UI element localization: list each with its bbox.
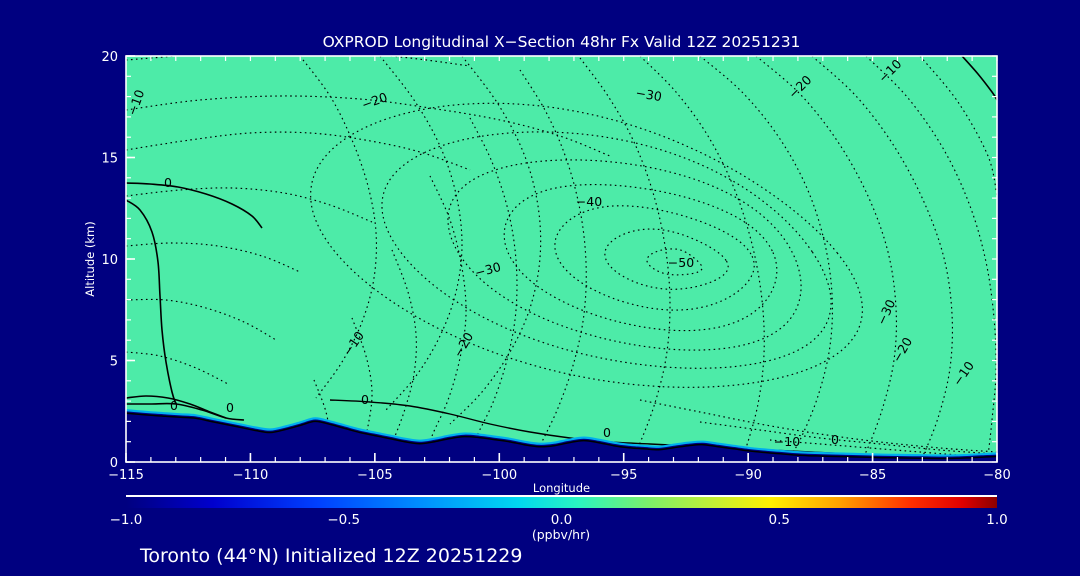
colorbar-tick-label: −1.0: [110, 512, 143, 528]
contour-label: −50: [668, 255, 694, 270]
terrain-silhouette: [125, 409, 998, 462]
contour-label: 0: [170, 398, 178, 413]
contour-line-dotted: [126, 298, 277, 341]
colorbar-gradient-bar: [126, 497, 997, 508]
contour-line-dotted: [379, 56, 463, 411]
y-tick-label: 20: [101, 50, 118, 65]
y-tick-label: 5: [110, 355, 118, 370]
terrain-outline: [125, 409, 998, 457]
contour-line-dotted: [126, 131, 471, 171]
colorbar-tick-label: 0.5: [769, 512, 790, 528]
terrain-fill: [126, 410, 997, 462]
y-axis: 0 5 10 15 20: [101, 50, 997, 471]
contour-label: −30: [473, 259, 502, 280]
x-tick-label: −105: [357, 468, 393, 483]
contour-label: 0: [831, 432, 839, 447]
x-tick-label: −110: [233, 468, 269, 483]
contour-line-dotted: [755, 56, 898, 462]
contour-line-dotted: [919, 56, 997, 197]
x-tick-label: −115: [108, 468, 144, 483]
chart-title: OXPROD Longitudinal X−Section 48hr Fx Va…: [323, 33, 801, 51]
x-tick-label: −80: [983, 468, 1010, 483]
plot-background: [126, 56, 997, 462]
contour-line-dotted: [381, 131, 832, 369]
colorbar: −1.0 −0.5 0.0 0.5 1.0: [110, 495, 1008, 528]
x-tick-label: −85: [859, 468, 886, 483]
contour-label: −30: [634, 85, 663, 104]
contour-label: 0: [361, 392, 369, 407]
contour-line-dotted: [604, 228, 729, 290]
x-tick-label: −95: [610, 468, 637, 483]
x-axis-label: Longitude: [533, 481, 590, 495]
contour-line-dotted: [639, 399, 997, 453]
contour-line-solid: [126, 182, 263, 229]
y-axis-label: Altitude (km): [83, 221, 97, 296]
contour-line-dotted: [639, 56, 765, 462]
x-tick-label: −100: [481, 468, 517, 483]
contour-line-solid: [126, 199, 177, 405]
contour-line-dotted: [503, 184, 778, 332]
colorbar-tick-label: −0.5: [327, 512, 360, 528]
contour-lines: [126, 56, 997, 462]
contour-line-dotted: [579, 57, 671, 462]
plot-area: [126, 56, 997, 462]
contour-line-solid: [126, 402, 245, 421]
contour-line-dotted: [699, 56, 834, 462]
contour-label: 0: [603, 425, 611, 440]
contour-line-dotted: [554, 205, 755, 311]
contour-line-dotted: [769, 439, 997, 459]
figure-footer: Toronto (44°N) Initialized 12Z 20251229: [139, 545, 523, 567]
contour-line-solid: [126, 395, 227, 419]
contour-label: 0: [226, 400, 234, 415]
contour-line-dotted: [447, 159, 802, 351]
contour-line-dotted: [811, 56, 954, 462]
contour-label: 0: [164, 175, 172, 190]
x-tick-label: −90: [734, 468, 761, 483]
contour-line-dotted: [467, 117, 518, 462]
contour-label: −10: [774, 434, 800, 449]
contour-line-dotted: [126, 56, 471, 67]
contour-line-dotted: [126, 242, 301, 273]
colorbar-unit-label: (ppbv/hr): [532, 527, 590, 542]
colorbar-tick-label: 0.0: [551, 512, 572, 528]
contour-label: −40: [576, 194, 602, 209]
contour-line-dotted: [699, 421, 997, 455]
colorbar-tick-label: 1.0: [986, 512, 1007, 528]
surface-zero-contour: [125, 412, 998, 460]
y-tick-label: 10: [101, 253, 118, 268]
y-tick-label: 15: [101, 152, 118, 167]
x-axis: −115 −110 −105 −100 −95 −90 −85 −80: [108, 56, 1011, 483]
contour-line-dotted: [423, 175, 467, 462]
y-tick-label: 0: [110, 456, 118, 471]
contour-line-dotted: [126, 187, 373, 223]
